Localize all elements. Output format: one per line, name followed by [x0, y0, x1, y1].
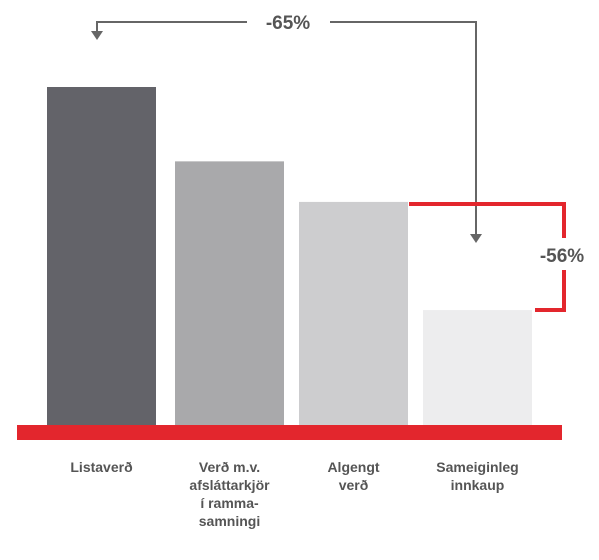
bar: [47, 87, 156, 425]
annotation: -65%: [266, 13, 310, 34]
annotation: -56%: [540, 246, 584, 267]
arrow-65: [96, 21, 477, 236]
x-tick-label: Sameiginleg innkaup: [436, 459, 519, 493]
arrowhead: [91, 31, 103, 40]
bar: [299, 201, 408, 425]
annotation-bg: [522, 238, 599, 270]
x-tick-label: Verð m.v. afsláttarkjör í ramma- samning…: [189, 459, 270, 529]
arrowhead: [470, 234, 482, 243]
bar: [423, 310, 532, 425]
bar: [175, 161, 284, 426]
baseline: [17, 425, 562, 440]
x-tick-label: Algengt verð: [327, 459, 380, 493]
x-tick-label: Listaverð: [70, 459, 133, 475]
